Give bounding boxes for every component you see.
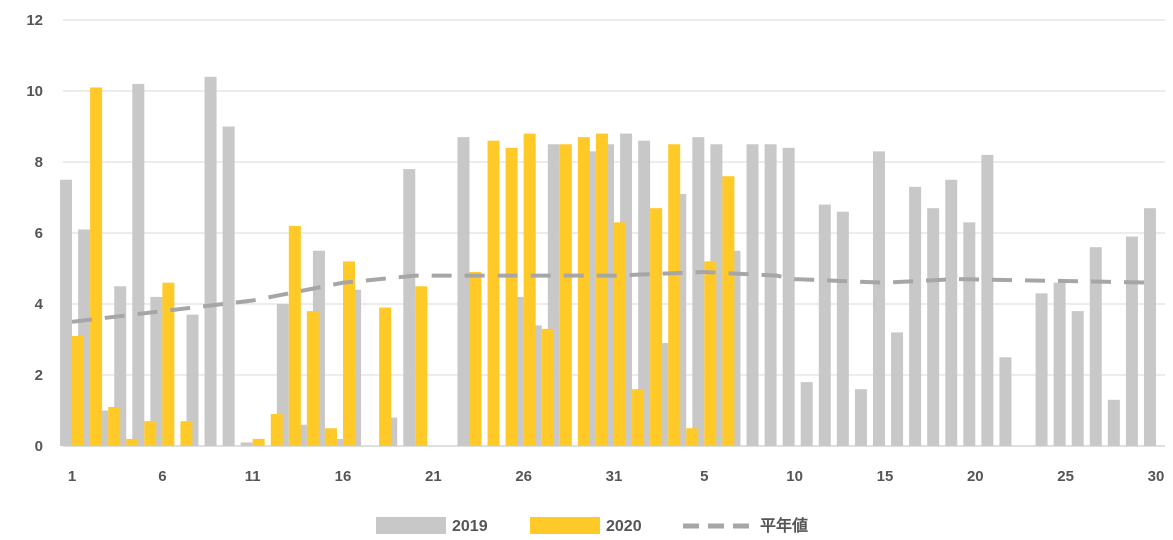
y-tick-label: 0 — [35, 438, 43, 455]
legend-label-normal: 平年値 — [760, 516, 808, 535]
bar-2019 — [945, 179, 958, 446]
legend-swatch-2019 — [376, 517, 446, 534]
bar-2019 — [457, 137, 470, 446]
bar-2019 — [909, 186, 922, 446]
legend-label-2019: 2019 — [452, 518, 488, 535]
bar-2020 — [704, 261, 717, 446]
bar-2020 — [144, 421, 157, 446]
bar-2020 — [288, 225, 301, 446]
bar-2019 — [150, 296, 163, 446]
x-tick-label: 1 — [68, 468, 76, 485]
y-tick-label: 4 — [35, 296, 44, 313]
bar-2019 — [60, 179, 73, 446]
x-tick-label: 31 — [606, 468, 623, 485]
bar-2019 — [240, 442, 253, 446]
x-axis-tick-labels: 1 6 11 16 21 26 31 5 10 15 20 25 30 — [68, 468, 1164, 485]
bar-2020 — [505, 147, 518, 447]
x-tick-label: 26 — [515, 468, 532, 485]
bar-2019 — [963, 222, 976, 446]
bar-2020 — [306, 311, 319, 446]
legend-swatch-2020 — [530, 517, 600, 534]
normal-line-path — [71, 270, 1157, 324]
bar-2019 — [854, 389, 867, 446]
bar-2019 — [999, 357, 1012, 446]
series-2019-bars — [60, 76, 1156, 447]
bar-2019 — [1089, 247, 1102, 446]
bar-2019 — [1071, 311, 1084, 446]
bar-2020 — [722, 176, 735, 446]
bar-2019 — [276, 304, 289, 446]
bar-2020 — [252, 438, 265, 446]
bar-2020 — [686, 428, 699, 446]
bar-2019 — [927, 208, 940, 446]
bar-2019 — [764, 144, 777, 446]
bar-2020 — [595, 133, 608, 446]
x-tick-label: 5 — [700, 468, 708, 485]
bar-2020 — [180, 421, 193, 446]
bar-2020 — [343, 261, 356, 446]
bar-2019 — [1053, 282, 1066, 446]
x-tick-label: 25 — [1057, 468, 1074, 485]
bar-2019 — [818, 204, 831, 446]
bar-2020 — [90, 87, 103, 446]
bar-2019 — [1035, 293, 1048, 446]
bar-2019 — [403, 169, 416, 446]
bar-2019 — [1125, 236, 1138, 446]
bar-2020 — [668, 144, 681, 446]
x-tick-label: 6 — [158, 468, 166, 485]
bar-2019 — [800, 382, 813, 446]
y-tick-label: 6 — [35, 225, 43, 242]
bar-2020 — [469, 272, 482, 446]
x-tick-label: 21 — [425, 468, 442, 485]
bar-2020 — [632, 389, 645, 446]
bar-2020 — [108, 406, 121, 446]
y-tick-label: 2 — [35, 367, 43, 384]
bar-2019 — [891, 332, 904, 446]
x-tick-label: 16 — [335, 468, 352, 485]
bar-2019 — [1143, 208, 1156, 446]
x-tick-label: 15 — [877, 468, 894, 485]
bar-2019 — [981, 154, 994, 446]
bar-2019 — [186, 314, 199, 446]
y-axis-tick-labels: 0 2 4 6 8 10 12 — [26, 12, 43, 455]
bar-2020 — [523, 133, 536, 446]
legend-label-2020: 2020 — [606, 518, 642, 535]
bar-2020 — [541, 328, 554, 446]
bar-2019 — [331, 438, 344, 446]
bar-2019 — [836, 211, 849, 446]
series-normal-line — [71, 270, 1157, 324]
bar-2020 — [614, 222, 626, 446]
bar-2020 — [415, 286, 428, 446]
y-tick-label: 12 — [26, 12, 43, 29]
bar-2019 — [132, 83, 145, 447]
legend: 2019 2020 平年値 — [376, 516, 808, 535]
bar-2020 — [162, 282, 175, 446]
bar-2020 — [379, 307, 392, 446]
x-tick-label: 10 — [786, 468, 803, 485]
y-tick-label: 10 — [26, 83, 43, 100]
series-2020-bars — [72, 87, 735, 447]
bar-2019 — [746, 144, 759, 446]
bar-2020 — [650, 208, 663, 446]
bar-2019 — [114, 286, 127, 446]
bar-2020 — [126, 438, 139, 446]
bar-2019 — [222, 126, 235, 446]
x-tick-label: 11 — [245, 468, 261, 485]
bar-2020 — [487, 140, 500, 446]
bar-2019 — [204, 76, 217, 447]
y-tick-label: 8 — [35, 154, 43, 171]
bar-2020 — [72, 335, 85, 446]
bar-2020 — [559, 144, 572, 446]
x-tick-label: 30 — [1148, 468, 1165, 485]
bar-2019 — [1107, 399, 1120, 446]
x-tick-label: 20 — [967, 468, 984, 485]
bar-2019 — [872, 151, 885, 446]
bar-2020 — [577, 137, 590, 446]
bar-2019 — [782, 147, 795, 447]
bar-2019 — [638, 140, 651, 446]
bar-2020 — [270, 414, 283, 446]
bar-2019 — [692, 137, 705, 446]
bar-2020 — [324, 428, 337, 446]
